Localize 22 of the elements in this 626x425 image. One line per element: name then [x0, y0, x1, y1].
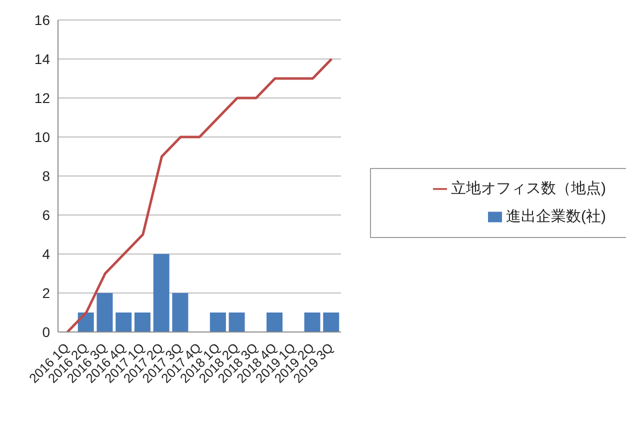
- y-tick-label: 4: [42, 246, 50, 262]
- bar: [323, 312, 340, 332]
- legend-label: 進出企業数(社): [506, 208, 606, 225]
- y-tick-label: 0: [42, 324, 50, 340]
- y-tick-label: 6: [42, 206, 50, 223]
- y-tick-label: 12: [34, 90, 50, 106]
- bar: [153, 254, 170, 332]
- bar: [228, 312, 245, 332]
- y-tick-label: 14: [34, 50, 50, 67]
- y-tick-label: 16: [34, 12, 50, 28]
- bar: [116, 312, 132, 332]
- bar: [96, 293, 113, 332]
- bar: [134, 312, 150, 332]
- bar: [210, 312, 226, 332]
- y-tick-label: 2: [42, 284, 50, 301]
- y-tick-label: 10: [34, 128, 50, 145]
- y-tick-label: 8: [42, 168, 50, 184]
- bar: [172, 293, 188, 332]
- bar: [266, 312, 283, 332]
- line-series: [66, 58, 333, 332]
- legend-label: 立地オフィス数（地点): [451, 180, 606, 197]
- bar: [304, 312, 320, 332]
